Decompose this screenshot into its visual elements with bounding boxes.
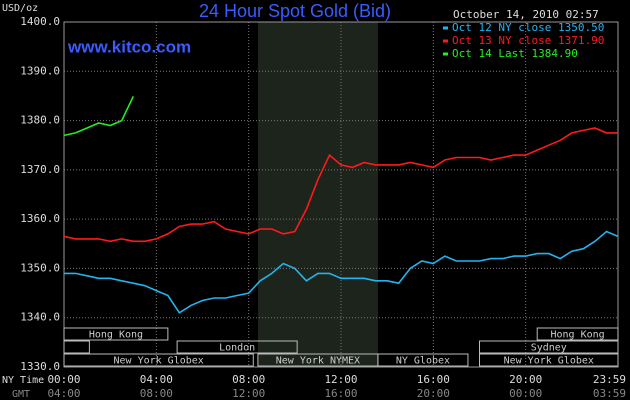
legend-label: Oct 14 Last 1384.90 <box>452 47 578 60</box>
x-tick-label: 04:00 <box>140 373 173 386</box>
gmt-tick-label: 20:00 <box>417 387 450 400</box>
y-unit: USD/oz <box>2 3 38 14</box>
series-line <box>64 230 619 314</box>
x-axis-label: GMT <box>12 389 30 400</box>
session-label: New York NYMEX <box>276 356 360 367</box>
gmt-tick-label: 08:00 <box>140 387 173 400</box>
session-box <box>479 353 619 367</box>
y-tick-label: 1370.0 <box>20 163 60 176</box>
session-box <box>377 353 469 367</box>
y-tick-label: 1400.0 <box>20 15 60 28</box>
session-box <box>63 327 169 341</box>
session-box <box>63 340 90 354</box>
gmt-tick-label: 12:00 <box>232 387 265 400</box>
gmt-tick-label: 03:59 <box>593 387 626 400</box>
x-tick-label: 12:00 <box>324 373 357 386</box>
gmt-tick-label: 16:00 <box>324 387 357 400</box>
plot-frame <box>63 21 619 368</box>
y-tick-label: 1360.0 <box>20 212 60 225</box>
y-tick-label: 1380.0 <box>20 114 60 127</box>
legend-label: Oct 12 NY close 1350.50 <box>452 21 604 34</box>
y-tick-label: 1340.0 <box>20 311 60 324</box>
x-tick-label: 00:00 <box>47 373 80 386</box>
series-line <box>63 127 618 243</box>
session-label: New York Globex <box>113 356 203 367</box>
timestamp: October 14, 2010 02:57 <box>453 8 599 21</box>
session-label: London <box>219 343 255 354</box>
session-label: Hong Kong <box>89 330 143 341</box>
session-label: NY Globex <box>396 356 450 367</box>
chart-title: 24 Hour Spot Gold (Bid) <box>199 1 391 21</box>
legend-swatch <box>443 39 448 43</box>
x-tick-label: 23:59 <box>593 373 626 386</box>
legend-label: Oct 13 NY close 1371.90 <box>452 34 604 47</box>
session-box <box>63 353 254 367</box>
x-axis-label: NY Time <box>2 375 44 386</box>
session-label: New York Globex <box>504 356 594 367</box>
x-tick-label: 16:00 <box>417 373 450 386</box>
gmt-tick-label: 00:00 <box>509 387 542 400</box>
y-tick-label: 1350.0 <box>20 261 60 274</box>
highlight-band <box>257 22 378 367</box>
legend-swatch <box>443 26 448 30</box>
x-tick-label: 08:00 <box>232 373 265 386</box>
watermark: www.kitco.com <box>67 37 191 56</box>
legend-swatch <box>443 52 448 56</box>
gmt-tick-label: 04:00 <box>47 387 80 400</box>
session-label: Sydney <box>531 343 567 354</box>
session-label: Hong Kong <box>551 330 605 341</box>
session-box <box>176 340 298 354</box>
session-box <box>536 327 619 341</box>
series-line <box>63 96 135 137</box>
y-tick-label: 1330.0 <box>20 360 60 373</box>
session-box <box>479 340 619 354</box>
y-tick-label: 1390.0 <box>20 64 60 77</box>
x-tick-label: 20:00 <box>509 373 542 386</box>
